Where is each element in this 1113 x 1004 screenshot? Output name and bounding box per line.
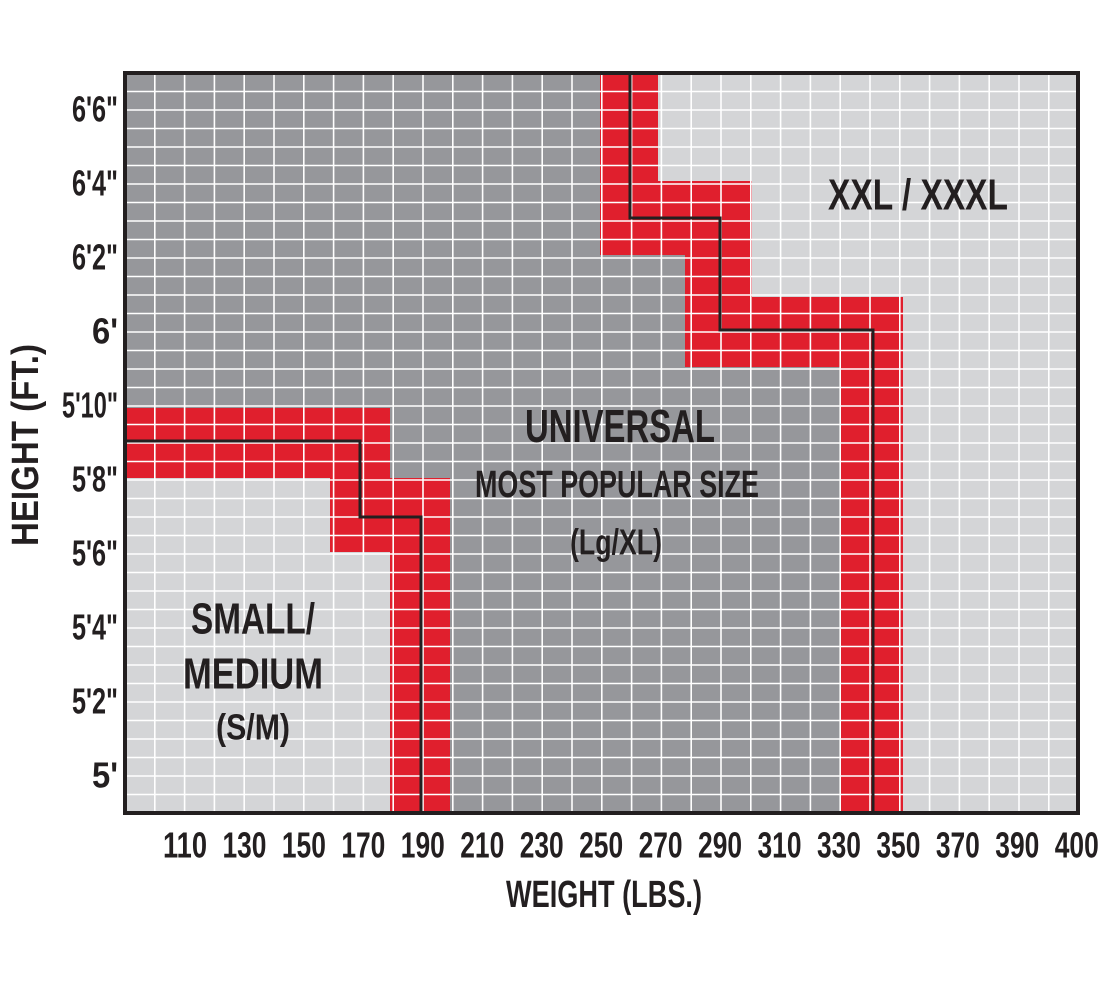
plot-border <box>123 71 1080 815</box>
x-tick-label: 150 <box>282 825 326 866</box>
x-tick-label: 230 <box>520 825 564 866</box>
x-tick-label: 130 <box>222 825 266 866</box>
y-tick-label: 5'6" <box>72 533 118 574</box>
region-label: UNIVERSAL <box>525 400 715 452</box>
y-tick-label: 5'8" <box>72 459 118 500</box>
x-tick-label: 370 <box>936 825 980 866</box>
y-tick-label: 6'4" <box>72 163 118 204</box>
x-tick-label: 110 <box>163 825 207 866</box>
region-label: (Lg/XL) <box>570 522 662 563</box>
x-tick-label: 210 <box>460 825 504 866</box>
y-tick-label: 6'6" <box>72 89 118 130</box>
x-tick-label: 170 <box>341 825 385 866</box>
y-tick-label: 6' <box>92 311 118 352</box>
x-tick-label: 290 <box>698 825 742 866</box>
y-tick-label: 6'2" <box>72 237 118 278</box>
region-label: SMALL/ <box>191 595 315 644</box>
region-label: MOST POPULAR SIZE <box>475 464 759 506</box>
x-tick-label: 310 <box>758 825 802 866</box>
x-tick-label: 400 <box>1055 825 1099 866</box>
x-tick-label: 270 <box>639 825 683 866</box>
boundary-line <box>125 439 423 813</box>
x-axis-title: WEIGHT (LBS.) <box>506 874 702 916</box>
y-tick-label: 5'4" <box>72 607 118 648</box>
x-tick-label: 190 <box>401 825 445 866</box>
region-label: XXL / XXXL <box>828 171 1008 220</box>
x-tick-label: 250 <box>579 825 623 866</box>
boundary-lines <box>125 73 875 813</box>
y-tick-label: 5'10" <box>62 385 118 426</box>
region-label: (S/M) <box>216 707 290 748</box>
y-tick-label: 5'2" <box>72 681 118 722</box>
y-axis-title: HEIGHT (FT.) <box>5 344 47 546</box>
boundary-line <box>628 73 875 813</box>
grid <box>125 73 1078 813</box>
x-tick-label: 330 <box>817 825 861 866</box>
y-tick-label: 5' <box>92 755 118 796</box>
x-tick-label: 390 <box>995 825 1039 866</box>
x-tick-label: 350 <box>876 825 920 866</box>
region-label: MEDIUM <box>183 650 323 699</box>
